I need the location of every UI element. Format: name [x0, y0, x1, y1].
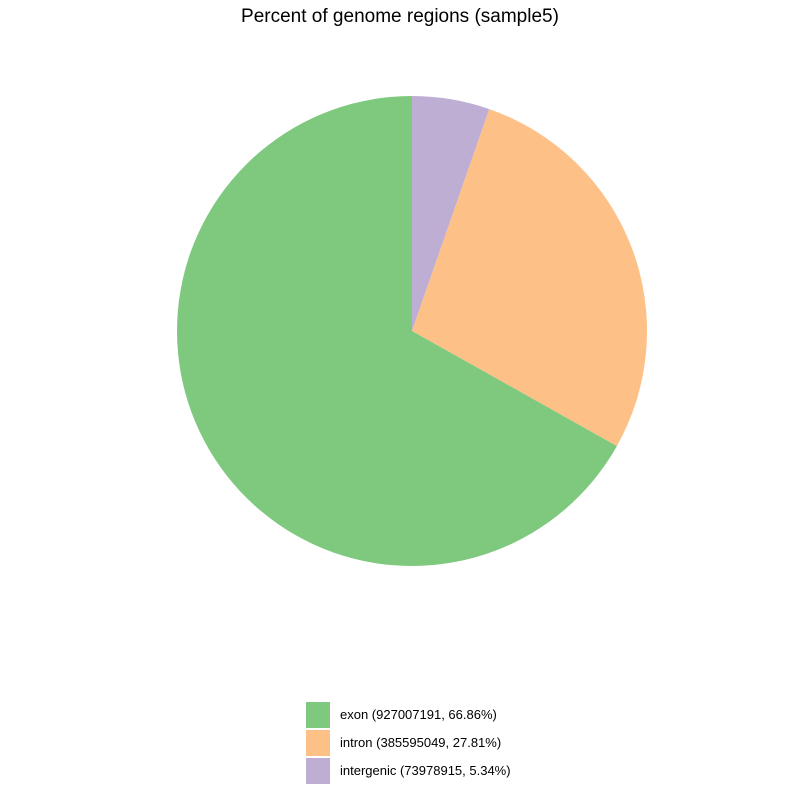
legend-item-intron: intron (385595049, 27.81%)	[306, 729, 511, 756]
legend-item-intergenic: intergenic (73978915, 5.34%)	[306, 757, 511, 784]
legend-swatch-exon	[306, 701, 330, 728]
legend-swatch-intergenic	[306, 757, 330, 784]
legend-label-exon: exon (927007191, 66.86%)	[340, 707, 497, 722]
legend-label-intron: intron (385595049, 27.81%)	[340, 735, 502, 750]
pie-slices	[176, 96, 647, 566]
chart-title: Percent of genome regions (sample5)	[241, 6, 559, 27]
legend-item-exon: exon (927007191, 66.86%)	[306, 701, 511, 728]
pie-slice-intergenic	[412, 96, 490, 331]
legend-swatch-intron	[306, 729, 330, 756]
legend: exon (927007191, 66.86%) intron (3855950…	[306, 701, 511, 785]
pie-slice-intron	[412, 109, 647, 447]
pie-slice-exon	[176, 96, 617, 566]
legend-label-intergenic: intergenic (73978915, 5.34%)	[340, 763, 511, 778]
